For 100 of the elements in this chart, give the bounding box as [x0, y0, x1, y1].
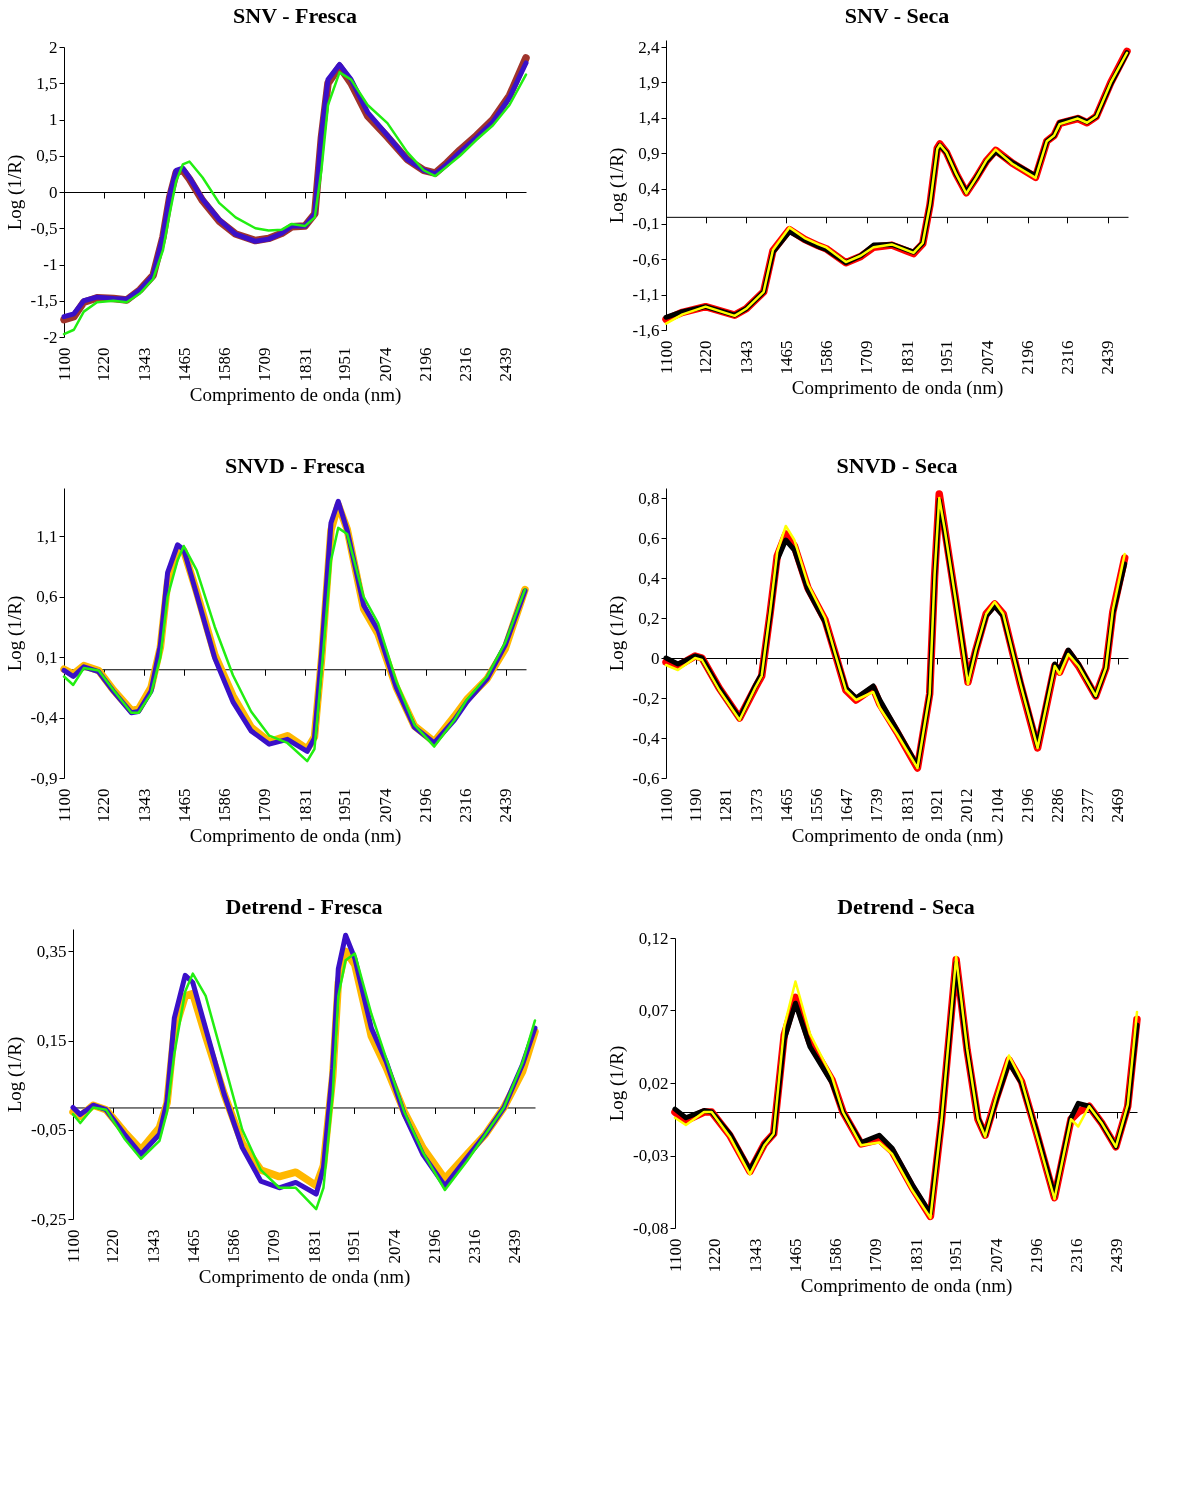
x-tick-label: 2074	[977, 340, 997, 375]
x-tick-label: 1465	[776, 788, 796, 823]
x-tick-label: 1465	[174, 347, 194, 382]
x-tick-label: 1951	[335, 788, 355, 823]
x-tick-label: 1465	[776, 340, 796, 375]
x-tick-label: 1343	[745, 1238, 765, 1273]
x-tick-label: 1831	[897, 340, 917, 375]
x-tick-label: 1831	[304, 1229, 324, 1264]
x-tick-label: 2074	[375, 788, 395, 823]
x-tick-label: 1100	[63, 1229, 83, 1263]
y-tick-label: -1,6	[632, 320, 660, 340]
x-tick-label: 2104	[987, 788, 1007, 823]
x-tick-label: 2316	[455, 788, 475, 823]
y-tick-label: -0,5	[30, 218, 58, 238]
x-tick-label: 2012	[957, 788, 977, 823]
x-tick-label: 1100	[656, 788, 676, 822]
y-tick-label: 0,2	[638, 608, 660, 628]
chart-title: Detrend - Seca	[837, 894, 975, 919]
y-tick-label: 1,9	[638, 72, 660, 92]
chart-title: SNV - Fresca	[233, 3, 357, 28]
y-tick-label: -0,08	[633, 1218, 669, 1238]
y-tick-label: -0,05	[31, 1120, 67, 1140]
y-tick-label: -0,4	[632, 728, 660, 748]
x-tick-label: 1647	[837, 788, 857, 823]
y-axis-title: Log (1/R)	[4, 1036, 27, 1113]
y-tick-label: -1	[43, 255, 58, 274]
x-tick-label: 2439	[1107, 1238, 1127, 1273]
x-tick-label: 1709	[866, 1238, 886, 1273]
x-tick-label: 1343	[134, 347, 154, 382]
y-tick-label: 2,4	[638, 37, 660, 57]
y-tick-label: -0,2	[632, 688, 660, 708]
x-tick-label: 1831	[295, 347, 315, 382]
y-tick-label: -0,6	[632, 249, 660, 269]
x-tick-label: 1343	[736, 340, 756, 375]
y-tick-label: 1	[49, 110, 58, 129]
x-tick-label: 1281	[716, 788, 736, 823]
chart-title: SNVD - Seca	[836, 453, 958, 478]
y-tick-label: 0,12	[638, 928, 669, 948]
x-tick-label: 1190	[686, 788, 706, 822]
x-tick-label: 1556	[806, 788, 826, 823]
x-tick-label: 2316	[1057, 340, 1077, 375]
y-tick-label: 0,6	[36, 587, 58, 607]
x-tick-label: 2074	[375, 347, 395, 382]
x-tick-label: 1465	[174, 788, 194, 823]
x-tick-label: 2196	[416, 347, 436, 382]
x-tick-label: 1709	[255, 347, 275, 382]
x-tick-label: 1951	[344, 1229, 364, 1264]
y-tick-label: 0,07	[638, 1001, 669, 1020]
x-tick-label: 1100	[54, 788, 74, 822]
x-tick-label: 2196	[425, 1229, 445, 1264]
x-tick-label: 2316	[464, 1229, 484, 1264]
y-tick-label: -0,4	[30, 708, 58, 728]
x-tick-label: 2439	[1098, 340, 1118, 375]
x-tick-label: 1100	[54, 347, 74, 381]
x-tick-label: 2377	[1077, 788, 1097, 823]
y-axis-title: Log (1/R)	[605, 595, 628, 672]
y-tick-label: 1,4	[638, 108, 660, 128]
chart-title: SNV - Seca	[844, 3, 950, 29]
x-tick-label: 2316	[455, 347, 475, 382]
y-tick-label: 0,4	[638, 179, 660, 199]
x-tick-label: 1709	[857, 340, 877, 375]
y-tick-label: 1,5	[36, 73, 58, 93]
x-tick-label: 1100	[656, 340, 676, 374]
y-axis-title: Log (1/R)	[606, 1045, 629, 1122]
x-tick-label: 2196	[1018, 340, 1038, 375]
y-tick-label: 0,4	[638, 568, 660, 588]
x-tick-label: 1921	[927, 788, 947, 823]
x-tick-label: 1373	[746, 788, 766, 823]
y-tick-label: 0,35	[36, 941, 67, 961]
y-axis-title: Log (1/R)	[3, 154, 26, 231]
x-tick-label: 1220	[94, 788, 114, 823]
x-tick-label: 1831	[897, 788, 917, 823]
x-tick-label: 1739	[867, 788, 887, 823]
x-tick-label: 1586	[214, 347, 234, 382]
y-tick-label: 1,1	[36, 526, 58, 546]
x-axis-title: Comprimento de onda (nm)	[800, 1274, 1013, 1297]
chart-title: SNVD - Fresca	[224, 453, 366, 478]
x-tick-label: 1831	[906, 1238, 926, 1273]
y-tick-label: 0,02	[638, 1073, 669, 1093]
y-tick-label: -0,9	[30, 768, 58, 788]
y-tick-label: 0	[49, 182, 58, 202]
x-tick-label: 2074	[384, 1229, 404, 1264]
x-tick-label: 1220	[705, 1238, 725, 1273]
y-tick-label: -0,03	[633, 1146, 669, 1165]
x-tick-label: 2074	[986, 1238, 1006, 1273]
x-tick-label: 1586	[816, 340, 836, 375]
x-tick-label: 2439	[505, 1229, 525, 1264]
y-tick-label: 0,9	[638, 143, 660, 163]
y-tick-label: 0,5	[36, 146, 58, 166]
x-tick-label: 1343	[143, 1229, 163, 1264]
x-tick-label: 1586	[223, 1229, 243, 1264]
x-axis-title: Comprimento de onda (nm)	[189, 383, 402, 406]
y-tick-label: -1,5	[30, 291, 58, 311]
x-tick-label: 1831	[295, 788, 315, 823]
x-axis-title: Comprimento de onda (nm)	[791, 376, 1004, 399]
x-tick-label: 1100	[665, 1238, 685, 1272]
y-tick-label: 2	[49, 37, 58, 57]
chart-title: Detrend - Fresca	[225, 894, 383, 919]
x-tick-label: 1220	[103, 1229, 123, 1264]
x-tick-label: 1465	[785, 1238, 805, 1273]
